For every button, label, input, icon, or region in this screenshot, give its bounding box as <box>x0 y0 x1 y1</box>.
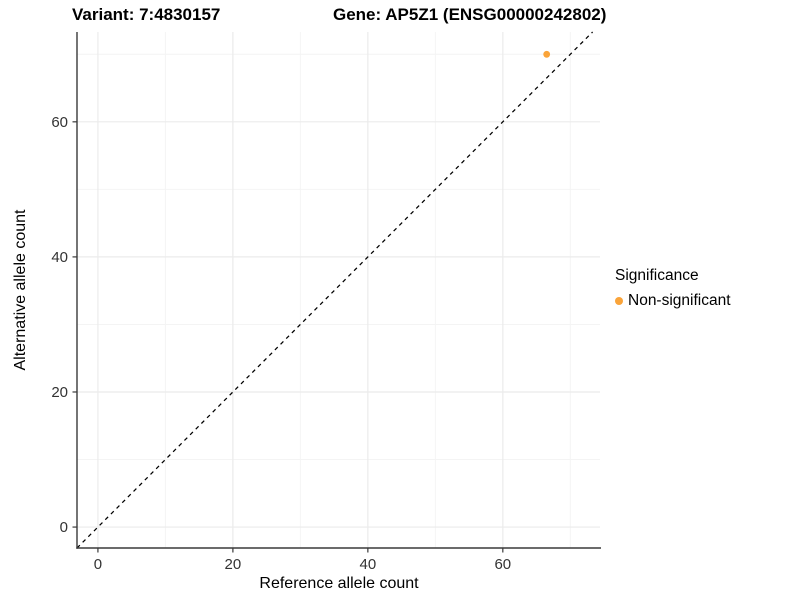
x-tick-label: 40 <box>360 556 377 573</box>
y-axis-title: Alternative allele count <box>12 209 29 371</box>
y-tick-label: 20 <box>51 384 68 401</box>
x-axis-title: Reference allele count <box>259 575 419 592</box>
plot-title-variant: Variant: 7:4830157 <box>72 5 221 24</box>
x-tick-label: 0 <box>94 556 102 573</box>
legend: Significance Non-significant <box>615 266 731 311</box>
legend-marker-circle-icon <box>615 297 623 305</box>
y-tick-label: 60 <box>51 114 68 131</box>
data-point <box>543 50 551 58</box>
legend-item-label: Non-significant <box>628 292 731 309</box>
legend-item-non-significant: Non-significant <box>615 291 731 311</box>
y-tick-label: 0 <box>60 519 68 536</box>
identity-line <box>76 31 594 549</box>
plot-title-gene: Gene: AP5Z1 (ENSG00000242802) <box>333 5 607 24</box>
legend-title: Significance <box>615 267 699 284</box>
x-tick-label: 20 <box>225 556 242 573</box>
y-tick-label: 40 <box>51 249 68 266</box>
x-tick-label: 60 <box>494 556 511 573</box>
